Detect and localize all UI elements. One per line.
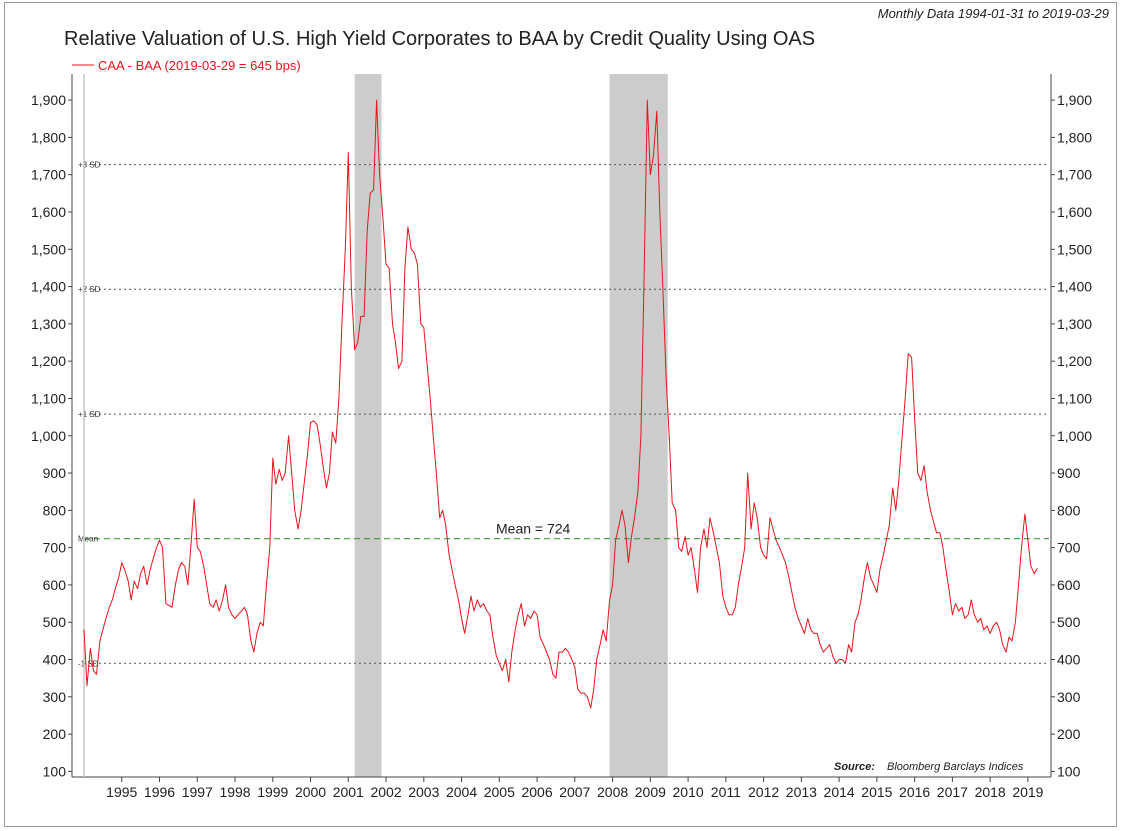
ytick-label-left-1400: 1,400 (31, 279, 66, 295)
ytick-label-left-700: 700 (43, 540, 67, 556)
xtick-label-2011: 2011 (711, 784, 741, 800)
ytick-label-right-800: 800 (1057, 502, 1081, 518)
ytick-label-left-1500: 1,500 (31, 241, 66, 257)
xtick-label-2017: 2017 (937, 784, 968, 800)
source-label: Source: (834, 761, 875, 773)
ytick-label-right-1000: 1,000 (1057, 428, 1092, 444)
ytick-label-left-1800: 1,800 (31, 129, 66, 145)
ytick-label-right-1500: 1,500 (1057, 241, 1092, 257)
axes: 100 100 200 200 300 300 400 400 500 500 600 600 700 7… (31, 74, 1092, 800)
ytick-label-right-1400: 1,400 (1057, 279, 1092, 295)
xtick-label-2013: 2013 (786, 784, 817, 800)
xtick-label-1998: 1998 (219, 784, 250, 800)
sd-label-4: -1 SD (78, 659, 99, 668)
xtick-label-2014: 2014 (824, 784, 855, 800)
xtick-label-2018: 2018 (975, 784, 1006, 800)
legend: CAA - BAA (2019-03-29 = 645 bps) (72, 58, 301, 73)
xtick-label-2010: 2010 (673, 784, 704, 800)
mean-label: Mean = 724 (496, 521, 571, 537)
chart-subtitle: Monthly Data 1994-01-31 to 2019-03-29 (877, 6, 1109, 21)
legend-label: CAA - BAA (2019-03-29 = 645 bps) (98, 58, 301, 73)
xtick-label-2004: 2004 (446, 784, 477, 800)
xtick-label-2006: 2006 (521, 784, 552, 800)
xtick-label-1999: 1999 (257, 784, 288, 800)
ytick-label-right-1200: 1,200 (1057, 353, 1092, 369)
xtick-label-2007: 2007 (559, 784, 590, 800)
xtick-label-2005: 2005 (484, 784, 515, 800)
xtick-label-2000: 2000 (295, 784, 326, 800)
chart-title: Relative Valuation of U.S. High Yield Co… (64, 28, 816, 50)
recession-band-1 (354, 74, 382, 777)
ytick-label-left-1300: 1,300 (31, 316, 66, 332)
ytick-label-right-1700: 1,700 (1057, 167, 1092, 183)
xtick-label-1996: 1996 (144, 784, 175, 800)
xtick-label-1997: 1997 (182, 784, 213, 800)
ytick-label-left-1200: 1,200 (31, 353, 66, 369)
xtick-label-2016: 2016 (899, 784, 930, 800)
xtick-label-2003: 2003 (408, 784, 439, 800)
ytick-label-right-1600: 1,600 (1057, 204, 1092, 220)
ytick-label-left-600: 600 (43, 577, 67, 593)
xtick-label-2012: 2012 (748, 784, 779, 800)
sd-label-3: +1 SD (78, 410, 101, 419)
ytick-label-right-1800: 1,800 (1057, 129, 1092, 145)
ytick-label-right-600: 600 (1057, 577, 1081, 593)
source-text: Bloomberg Barclays Indices (887, 761, 1024, 773)
xtick-label-1995: 1995 (106, 784, 137, 800)
ytick-label-right-300: 300 (1057, 689, 1081, 705)
recession-band-2 (609, 74, 668, 777)
ytick-label-right-1300: 1,300 (1057, 316, 1092, 332)
mean-tag: Mean (78, 535, 98, 544)
sd-label-1: +3 SD (78, 161, 101, 170)
ytick-label-left-200: 200 (43, 726, 67, 742)
xtick-label-2001: 2001 (333, 784, 364, 800)
chart-frame (4, 2, 1117, 827)
ytick-label-right-500: 500 (1057, 614, 1081, 630)
ytick-label-left-500: 500 (43, 614, 67, 630)
ytick-label-right-100: 100 (1057, 763, 1081, 779)
series (83, 99, 1038, 709)
xtick-label-2009: 2009 (635, 784, 666, 800)
mean-line-group: Mean Mean = 724 (78, 521, 1049, 544)
xtick-label-2008: 2008 (597, 784, 628, 800)
ytick-label-left-1700: 1,700 (31, 167, 66, 183)
ytick-label-right-400: 400 (1057, 652, 1081, 668)
ytick-label-left-1600: 1,600 (31, 204, 66, 220)
xtick-label-2015: 2015 (861, 784, 892, 800)
ytick-label-right-200: 200 (1057, 726, 1081, 742)
ytick-label-left-400: 400 (43, 652, 67, 668)
ytick-label-right-900: 900 (1057, 465, 1081, 481)
xtick-label-2019: 2019 (1012, 784, 1043, 800)
ytick-label-left-800: 800 (43, 502, 67, 518)
ytick-label-left-900: 900 (43, 465, 67, 481)
sd-lines: +3 SD +2 SD +1 SD -1 SD (78, 161, 1049, 668)
xtick-label-2002: 2002 (370, 784, 401, 800)
sd-label-2: +2 SD (78, 285, 101, 294)
series-line-1 (83, 99, 1038, 709)
ytick-label-left-100: 100 (43, 763, 67, 779)
ytick-label-left-1900: 1,900 (31, 92, 66, 108)
ytick-label-left-300: 300 (43, 689, 67, 705)
ytick-label-right-700: 700 (1057, 540, 1081, 556)
ytick-label-right-1900: 1,900 (1057, 92, 1092, 108)
ytick-label-right-1100: 1,100 (1057, 390, 1092, 406)
ytick-label-left-1100: 1,100 (31, 390, 66, 406)
recession-bands (354, 74, 668, 777)
ytick-label-left-1000: 1,000 (31, 428, 66, 444)
source-note: Source: Bloomberg Barclays Indices (834, 761, 1024, 773)
